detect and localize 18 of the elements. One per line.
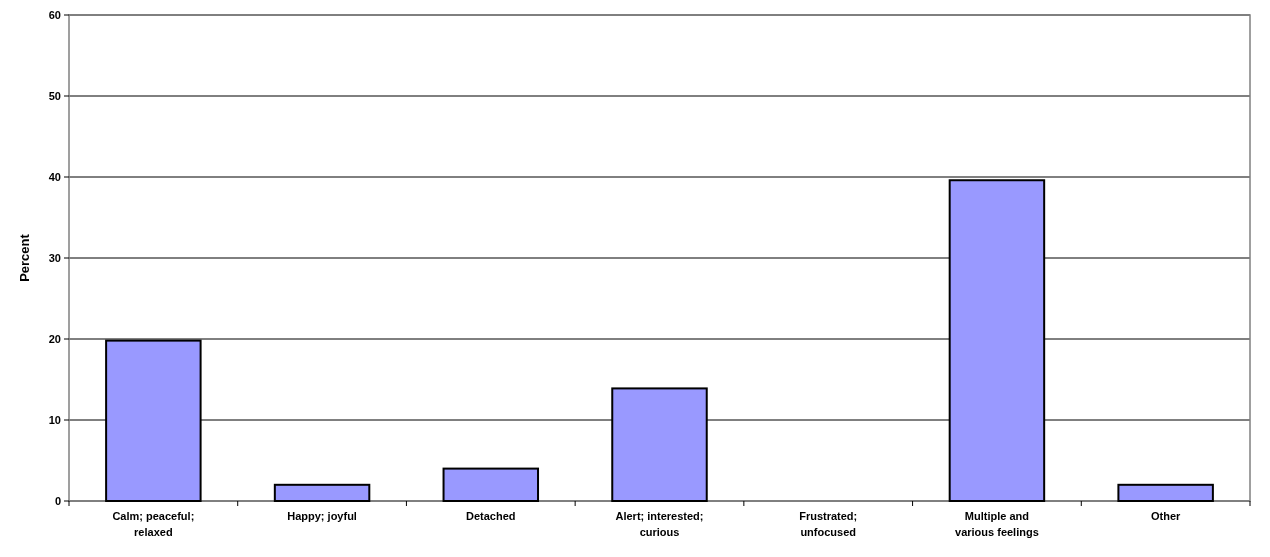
y-axis-title: Percent [17, 233, 32, 282]
y-tick-label: 40 [48, 170, 61, 183]
x-tick-label: Alert; interested; curious [615, 510, 704, 538]
y-tick-label: 0 [54, 494, 61, 507]
bar [1117, 483, 1214, 502]
y-tick-label: 50 [48, 89, 61, 102]
y-tick-label: 10 [48, 413, 61, 426]
bar [273, 483, 371, 502]
y-tick-label: 60 [48, 8, 61, 21]
x-tick-label: Happy; joyful [287, 510, 357, 522]
x-tick-label: Calm; peaceful; relaxed [112, 510, 195, 538]
x-tick-label: Detached [466, 510, 516, 522]
y-tick-label: 30 [48, 251, 61, 264]
x-tick-label: Other [1150, 510, 1182, 522]
x-tick-label: Multiple and various feelings [955, 510, 1039, 538]
x-tick-label: Frustrated; unfocused [799, 510, 858, 538]
bar [442, 467, 540, 502]
y-tick-label: 20 [48, 332, 61, 345]
